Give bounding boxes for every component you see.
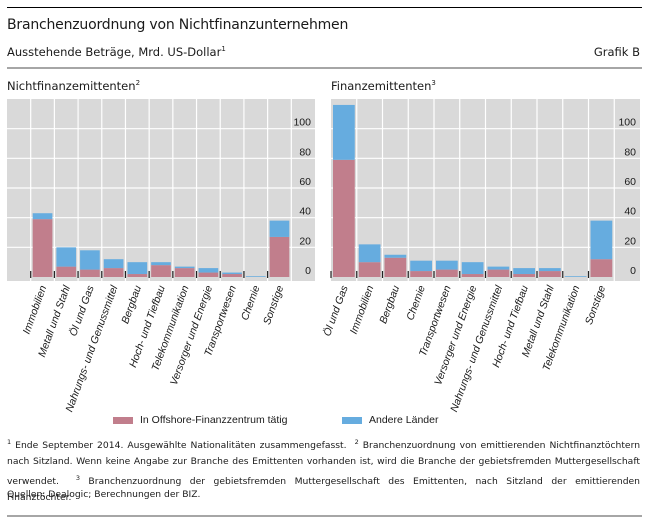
source-note: Quellen: Dealogic; Berechnungen der BIZ. [7,489,201,500]
bar-other-telekommunikation [174,266,195,269]
subtitle-text: Ausstehende Beträge, Mrd. US-Dollar [7,45,222,59]
y-tick-label: 0 [630,265,636,277]
bar-other-nahrungs-und-genussmittel [103,259,124,269]
bar-offshore-bergbau [127,274,148,277]
bar-other-chemie [410,260,432,272]
bar-offshore-bergbau [384,257,407,277]
bar-other-sonstige [269,220,290,237]
y-tick-label: 40 [299,206,311,218]
bar-offshore-öl-und-gas [80,269,100,277]
bar-other-telekommunikation [564,276,587,277]
panel-title-left-footnote-ref: 2 [135,79,141,88]
y-tick-label: 80 [299,146,311,158]
header-rule [7,67,642,69]
bar-other-hoch-und-tiefbau [513,268,535,275]
bar-other-transportwesen [436,260,458,270]
subtitle-footnote-ref: 1 [221,45,226,54]
bar-other-bergbau [384,254,407,258]
footnote-2: Branchenzuordnung von emittierenden Nich… [7,440,641,488]
bar-offshore-nahrungs-und-genussmittel [487,269,510,277]
bar-other-sonstige [590,220,613,260]
panel-title-left: Nichtfinanzemittenten2 [7,79,140,93]
bar-offshore-transportwesen [436,269,458,277]
top-rule [7,7,642,8]
bar-offshore-nahrungs-und-genussmittel [103,268,124,277]
y-tick-label: 80 [624,146,636,158]
y-tick-label: 60 [624,176,636,188]
bar-offshore-metall-und-stahl [56,266,77,277]
bar-offshore-öl-und-gas [333,159,355,277]
legend-item-offshore: In Offshore-Finanzzentrum tätig [113,414,287,426]
bar-offshore-versorger-und-energie [461,274,484,277]
bar-offshore-metall-und-stahl [539,271,561,277]
bar-offshore-hoch-und-tiefbau [151,265,171,277]
bar-offshore-sonstige [269,236,290,277]
panel-title-right-footnote-ref: 3 [431,79,436,88]
y-tick-label: 60 [299,176,311,188]
bar-other-immobilien [32,213,53,220]
y-tick-label: 100 [618,117,636,129]
y-tick-label: 20 [299,235,311,247]
bar-other-metall-und-stahl [539,268,561,272]
bar-offshore-hoch-und-tiefbau [513,274,535,277]
bar-other-versorger-und-energie [198,268,219,273]
bar-other-transportwesen [222,272,242,275]
x-tick-label: Immobilien [348,284,377,336]
footnotes: 1 Ende September 2014. Ausgewählte Natio… [7,434,640,506]
legend-label-offshore: In Offshore-Finanzzentrum tätig [140,414,288,426]
bar-offshore-immobilien [358,262,381,277]
panel-title-right-text: Finanzemittenten [331,79,432,93]
bar-offshore-chemie [410,271,432,277]
bar-other-bergbau [127,262,148,275]
bar-other-öl-und-gas [333,104,355,160]
chart-title: Branchenzuordnung von Nichtfinanzunterne… [7,17,349,33]
y-tick-label: 40 [624,206,636,218]
bar-other-immobilien [358,244,381,263]
panel-title-right: Finanzemittenten3 [331,79,436,93]
bar-other-chemie [245,276,266,277]
y-tick-label: 0 [305,265,311,277]
x-tick-label: Chemie [404,284,428,322]
x-tick-label: Öl und Gas [321,283,351,338]
footnote-3: Branchenzuordnung der gebietsfremden Mut… [7,476,641,504]
legend-label-other: Andere Länder [369,414,439,426]
footnote-1: Ende September 2014. Ausgewählte Nationa… [15,440,347,452]
y-tick-label: 20 [624,235,636,247]
legend-item-other: Andere Länder [342,414,438,426]
bar-other-nahrungs-und-genussmittel [487,266,510,270]
bottom-rule [7,515,642,517]
legend-swatch-offshore [113,416,133,424]
footnote-2-ref: 2 [354,438,359,446]
bar-other-hoch-und-tiefbau [151,262,171,266]
footnote-3-ref: 3 [75,474,80,483]
bar-other-versorger-und-energie [461,262,484,275]
chart-subtitle: Ausstehende Beträge, Mrd. US-Dollar1 [7,45,226,59]
bar-other-öl-und-gas [80,250,100,270]
bar-offshore-versorger-und-energie [198,272,219,277]
y-tick-label: 100 [293,117,311,129]
bar-offshore-telekommunikation [174,268,195,277]
graphic-label: Grafik B [593,45,640,59]
footnote-1-ref: 1 [7,438,12,446]
bar-offshore-immobilien [32,219,53,277]
x-tick-label: Sonstige [583,284,608,327]
bar-offshore-sonstige [590,259,613,277]
bar-other-metall-und-stahl [56,247,77,267]
bar-offshore-transportwesen [222,274,242,277]
legend-swatch-other [342,416,362,424]
panel-title-left-text: Nichtfinanzemittenten [7,79,136,93]
x-tick-label: Bergbau [377,284,402,326]
